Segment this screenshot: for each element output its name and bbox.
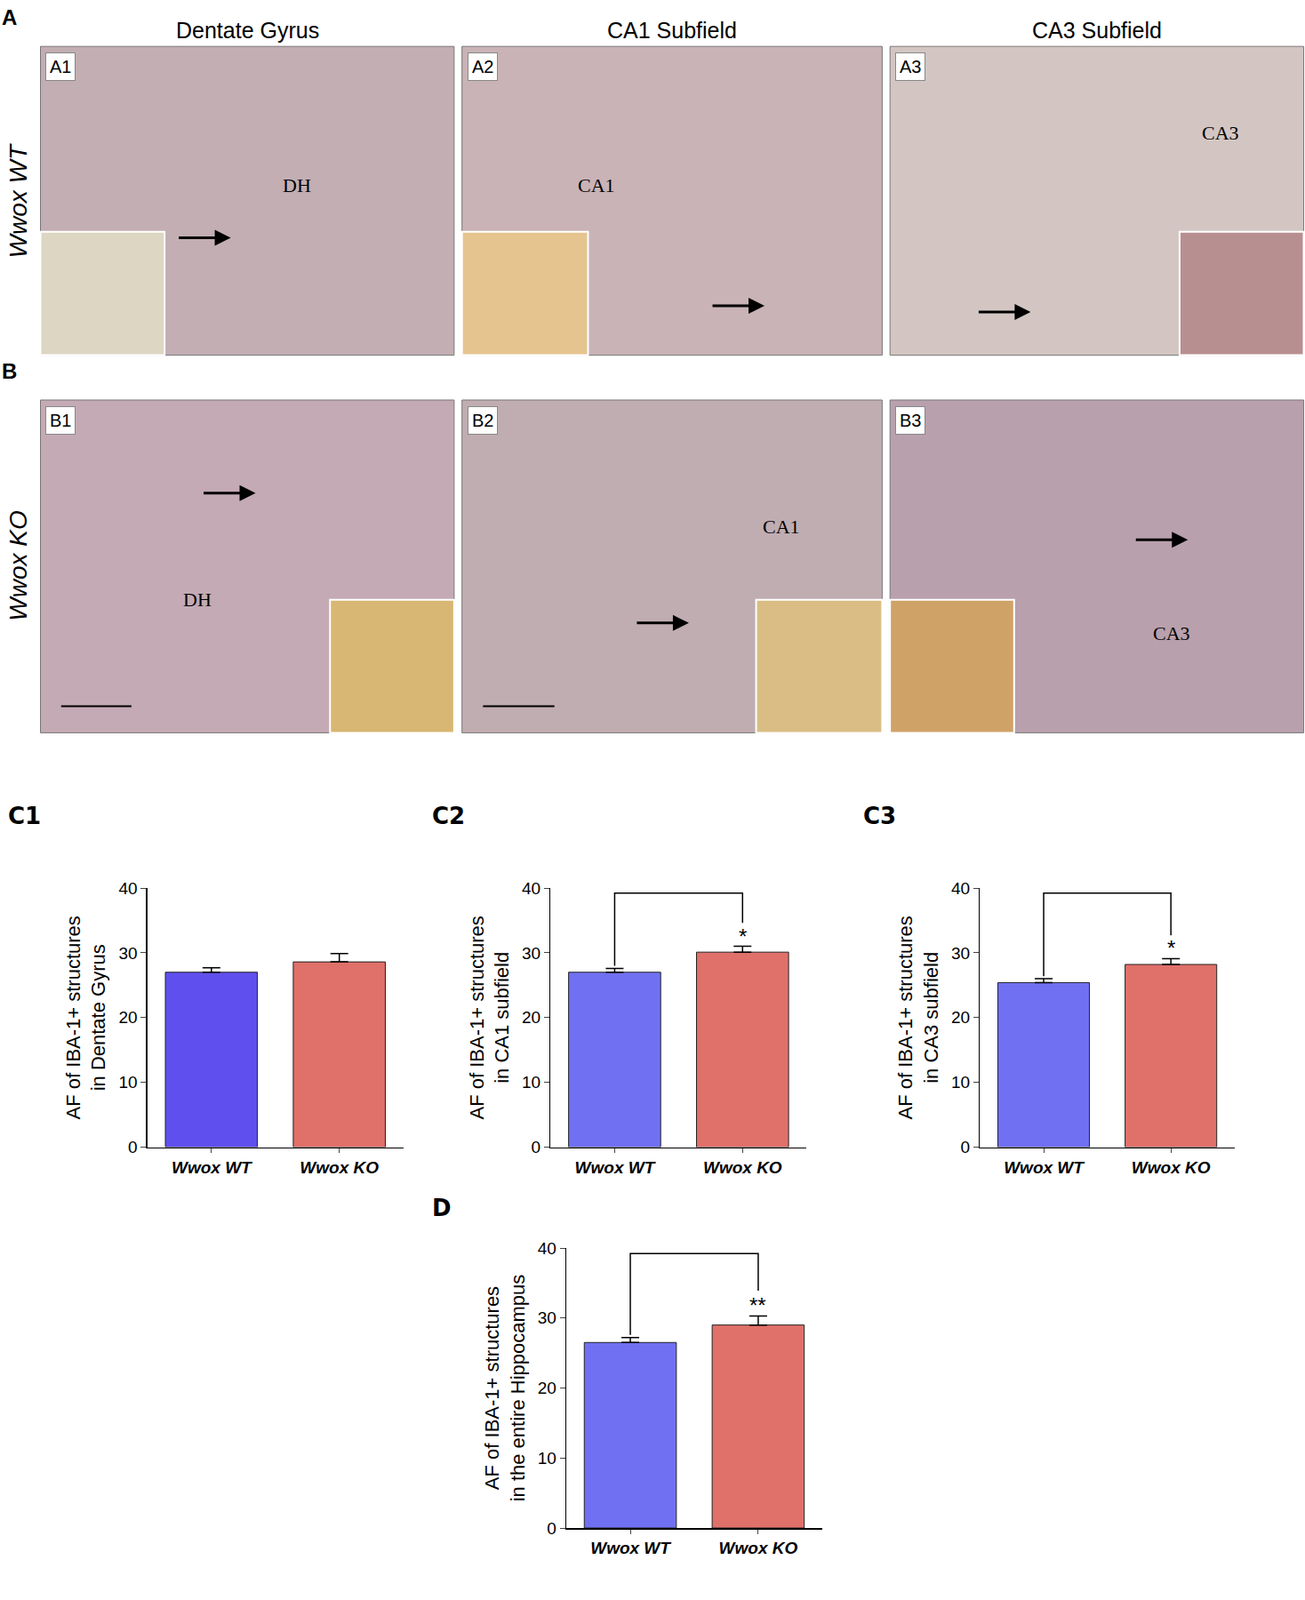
svg-text:CA1 Subfield: CA1 Subfield bbox=[607, 17, 737, 43]
svg-text:0: 0 bbox=[531, 1137, 542, 1157]
svg-text:0: 0 bbox=[960, 1137, 971, 1157]
svg-text:B2: B2 bbox=[472, 410, 494, 431]
svg-text:AF of IBA-1+ structuresin CA1: AF of IBA-1+ structuresin CA1 subfield bbox=[465, 915, 514, 1120]
svg-text:A2: A2 bbox=[472, 56, 494, 77]
svg-text:**: ** bbox=[749, 1293, 767, 1318]
svg-text:CA3 Subfield: CA3 Subfield bbox=[1032, 17, 1162, 43]
svg-text:Wwox KO: Wwox KO bbox=[1131, 1158, 1211, 1177]
svg-text:CA3: CA3 bbox=[1201, 121, 1240, 145]
svg-text:Wwox WT: Wwox WT bbox=[171, 1158, 253, 1177]
svg-text:*: * bbox=[1167, 936, 1176, 961]
svg-text:30: 30 bbox=[118, 944, 137, 963]
svg-text:C3: C3 bbox=[863, 802, 897, 830]
svg-text:CA1: CA1 bbox=[577, 174, 616, 197]
svg-text:30: 30 bbox=[521, 944, 541, 963]
svg-text:Wwox KO: Wwox KO bbox=[703, 1158, 783, 1177]
svg-text:Wwox KO: Wwox KO bbox=[4, 510, 33, 621]
svg-text:0: 0 bbox=[546, 1519, 557, 1538]
svg-text:Dentate Gyrus: Dentate Gyrus bbox=[176, 17, 320, 43]
svg-text:DH: DH bbox=[183, 588, 212, 611]
svg-text:Wwox WT: Wwox WT bbox=[575, 1158, 657, 1177]
svg-text:20: 20 bbox=[521, 1008, 541, 1027]
svg-text:B3: B3 bbox=[899, 410, 921, 431]
svg-text:A1: A1 bbox=[49, 56, 72, 77]
svg-text:10: 10 bbox=[521, 1072, 541, 1092]
svg-text:0: 0 bbox=[128, 1137, 138, 1157]
svg-text:Wwox WT: Wwox WT bbox=[1003, 1158, 1085, 1177]
svg-text:Wwox KO: Wwox KO bbox=[719, 1538, 799, 1558]
svg-text:30: 30 bbox=[951, 944, 970, 963]
svg-text:A3: A3 bbox=[899, 56, 921, 77]
svg-text:10: 10 bbox=[537, 1449, 557, 1468]
svg-text:B1: B1 bbox=[49, 410, 72, 431]
svg-text:40: 40 bbox=[118, 879, 137, 898]
svg-text:DH: DH bbox=[282, 174, 312, 197]
svg-text:CA3: CA3 bbox=[1152, 622, 1191, 645]
svg-text:40: 40 bbox=[951, 879, 970, 898]
svg-text:40: 40 bbox=[521, 879, 541, 898]
svg-text:CA1: CA1 bbox=[762, 515, 801, 538]
svg-text:Wwox WT: Wwox WT bbox=[590, 1538, 672, 1558]
svg-text:20: 20 bbox=[951, 1008, 970, 1027]
svg-text:AF of IBA-1+ structuresin the: AF of IBA-1+ structuresin the entire Hip… bbox=[480, 1274, 529, 1503]
svg-text:40: 40 bbox=[537, 1239, 557, 1258]
svg-text:30: 30 bbox=[537, 1308, 557, 1328]
svg-text:20: 20 bbox=[537, 1378, 557, 1398]
svg-text:B: B bbox=[1, 359, 17, 384]
svg-text:D: D bbox=[432, 1194, 452, 1222]
svg-text:Wwox WT: Wwox WT bbox=[4, 143, 33, 258]
svg-text:AF of IBA-1+ structuresin Dent: AF of IBA-1+ structuresin Dentate Gyrus bbox=[62, 915, 111, 1120]
svg-text:Wwox KO: Wwox KO bbox=[299, 1158, 379, 1177]
svg-text:A: A bbox=[1, 5, 17, 30]
svg-text:AF of IBA-1+ structuresin CA3: AF of IBA-1+ structuresin CA3 subfield bbox=[894, 915, 943, 1120]
svg-text:*: * bbox=[738, 924, 747, 949]
svg-text:10: 10 bbox=[118, 1072, 137, 1092]
svg-text:20: 20 bbox=[118, 1008, 137, 1027]
svg-text:10: 10 bbox=[951, 1072, 970, 1092]
svg-text:C1: C1 bbox=[8, 802, 41, 830]
svg-text:C2: C2 bbox=[432, 802, 465, 830]
